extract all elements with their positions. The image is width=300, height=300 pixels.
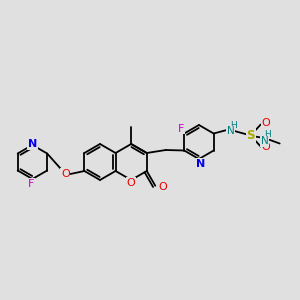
Text: N: N <box>28 139 37 149</box>
Text: O: O <box>261 142 270 152</box>
Text: F: F <box>178 124 184 134</box>
Text: N: N <box>227 127 235 136</box>
Text: O: O <box>127 178 136 188</box>
Text: O: O <box>158 182 167 192</box>
Text: F: F <box>28 179 34 189</box>
Text: O: O <box>61 169 70 179</box>
Text: N: N <box>196 159 206 169</box>
Text: H: H <box>264 130 271 139</box>
Text: H: H <box>230 121 237 130</box>
Text: O: O <box>261 118 270 128</box>
Text: N: N <box>261 136 268 146</box>
Text: S: S <box>246 129 255 142</box>
